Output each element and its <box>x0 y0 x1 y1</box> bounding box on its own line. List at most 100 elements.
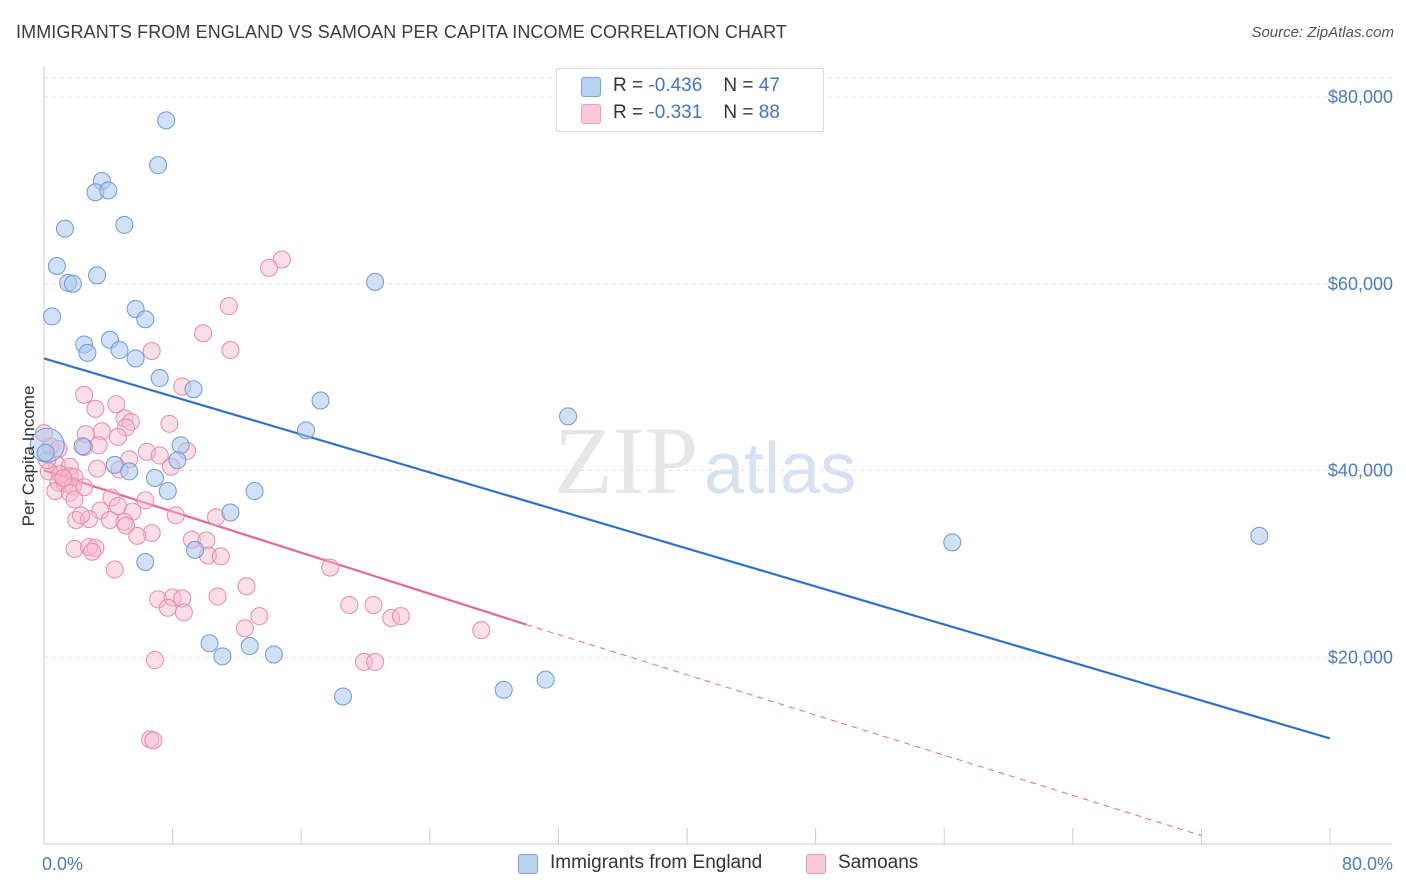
samoan-point <box>88 459 107 478</box>
y-axis-title: Per Capita Income <box>19 386 38 527</box>
samoan-point <box>163 588 182 607</box>
x-tick-label: 0.0% <box>42 854 83 874</box>
n-label: N = <box>723 75 754 96</box>
samoan-point <box>86 399 105 418</box>
england-point <box>158 482 177 501</box>
england-point <box>136 553 155 572</box>
source-label: Source: ZipAtlas.com <box>1251 24 1394 41</box>
samoan-point <box>83 542 102 561</box>
england-trend-line <box>43 357 1331 740</box>
england-point <box>240 637 259 656</box>
samoan-point <box>260 258 279 277</box>
r-label: R = <box>613 102 644 123</box>
england-point <box>99 181 118 200</box>
england-point <box>311 391 330 410</box>
watermark-sub: atlas <box>704 429 857 509</box>
england-point <box>333 687 352 706</box>
samoan-swatch <box>806 854 826 874</box>
y-tick-label: $80,000 <box>1328 87 1393 107</box>
samoan-point <box>221 341 240 360</box>
samoan-trend-line <box>43 469 527 626</box>
samoan-point <box>65 539 84 558</box>
samoan-point <box>208 587 227 606</box>
samoan-point <box>142 341 161 360</box>
england-point <box>149 156 168 175</box>
samoan-point <box>364 595 383 614</box>
samoan-point <box>237 577 256 596</box>
samoan-point <box>211 547 230 566</box>
samoan-point <box>174 603 193 622</box>
samoan-point <box>128 526 147 545</box>
samoan-point <box>391 607 410 626</box>
samoan-point <box>46 482 65 501</box>
samoan-point <box>150 446 169 465</box>
samoan-point <box>472 621 491 640</box>
samoan-point <box>250 607 269 626</box>
england-point <box>536 670 555 689</box>
watermark-main: ZIP <box>554 407 698 514</box>
england-point <box>120 462 139 481</box>
samoan-point <box>100 510 119 529</box>
england-point <box>136 310 155 329</box>
samoan-point <box>366 652 385 671</box>
samoan-point <box>321 558 340 577</box>
england-point <box>150 369 169 388</box>
england-point <box>200 634 219 653</box>
england-point <box>145 468 164 487</box>
england-point <box>78 343 97 362</box>
n-value: 47 <box>758 75 780 96</box>
samoan-point <box>145 651 164 670</box>
england-point <box>36 443 55 462</box>
samoan-point <box>142 524 161 543</box>
samoan-trend-extension <box>526 624 1202 837</box>
samoan-swatch <box>581 104 601 124</box>
england-point <box>63 274 82 293</box>
samoan-point <box>75 385 94 404</box>
england-swatch <box>581 77 601 97</box>
england-point <box>47 257 66 276</box>
samoan-point <box>160 414 179 433</box>
england-point <box>264 645 283 664</box>
england-swatch <box>518 854 538 874</box>
samoan-point <box>107 395 126 414</box>
samoan-point <box>194 324 213 343</box>
trend-lines <box>43 357 1331 837</box>
england-point <box>943 533 962 552</box>
england-point <box>297 421 316 440</box>
y-tick-label: $20,000 <box>1328 647 1393 667</box>
england-point <box>110 341 129 360</box>
england-point <box>73 437 92 456</box>
england-points <box>29 111 1269 706</box>
legend-label-england: Immigrants from England <box>550 852 763 873</box>
samoan-point <box>136 491 155 510</box>
samoan-point <box>272 250 291 269</box>
england-point <box>168 451 187 470</box>
samoan-point <box>166 506 185 525</box>
samoan-point <box>173 589 192 608</box>
axes <box>43 66 1392 845</box>
stats-legend: R = -0.436 N = 47 R = -0.331 N = 88 <box>556 68 824 132</box>
r-value: -0.436 <box>648 75 703 96</box>
england-point <box>213 647 232 666</box>
watermark: ZIPatlas <box>554 405 856 516</box>
n-value: 88 <box>758 102 780 123</box>
england-point <box>184 380 203 399</box>
samoan-point <box>116 516 135 535</box>
samoan-point <box>340 595 359 614</box>
y-tick-label: $60,000 <box>1328 274 1393 294</box>
england-point <box>171 436 190 455</box>
axis-labels: $20,000 $40,000 $60,000 $80,000 0.0% 80.0% Per… <box>19 87 1393 874</box>
samoan-point <box>105 560 124 579</box>
y-tick-label: $40,000 <box>1328 461 1393 481</box>
england-point <box>245 482 264 501</box>
samoan-points <box>35 250 491 750</box>
samoan-point <box>158 598 177 617</box>
grid-lines <box>44 77 1392 658</box>
samoan-point <box>219 297 238 316</box>
n-label: N = <box>723 102 754 123</box>
chart-title: IMMIGRANTS FROM ENGLAND VS SAMOAN PER CA… <box>16 22 787 42</box>
samoan-point <box>71 506 90 525</box>
r-label: R = <box>613 75 644 96</box>
samoan-point <box>60 457 79 476</box>
